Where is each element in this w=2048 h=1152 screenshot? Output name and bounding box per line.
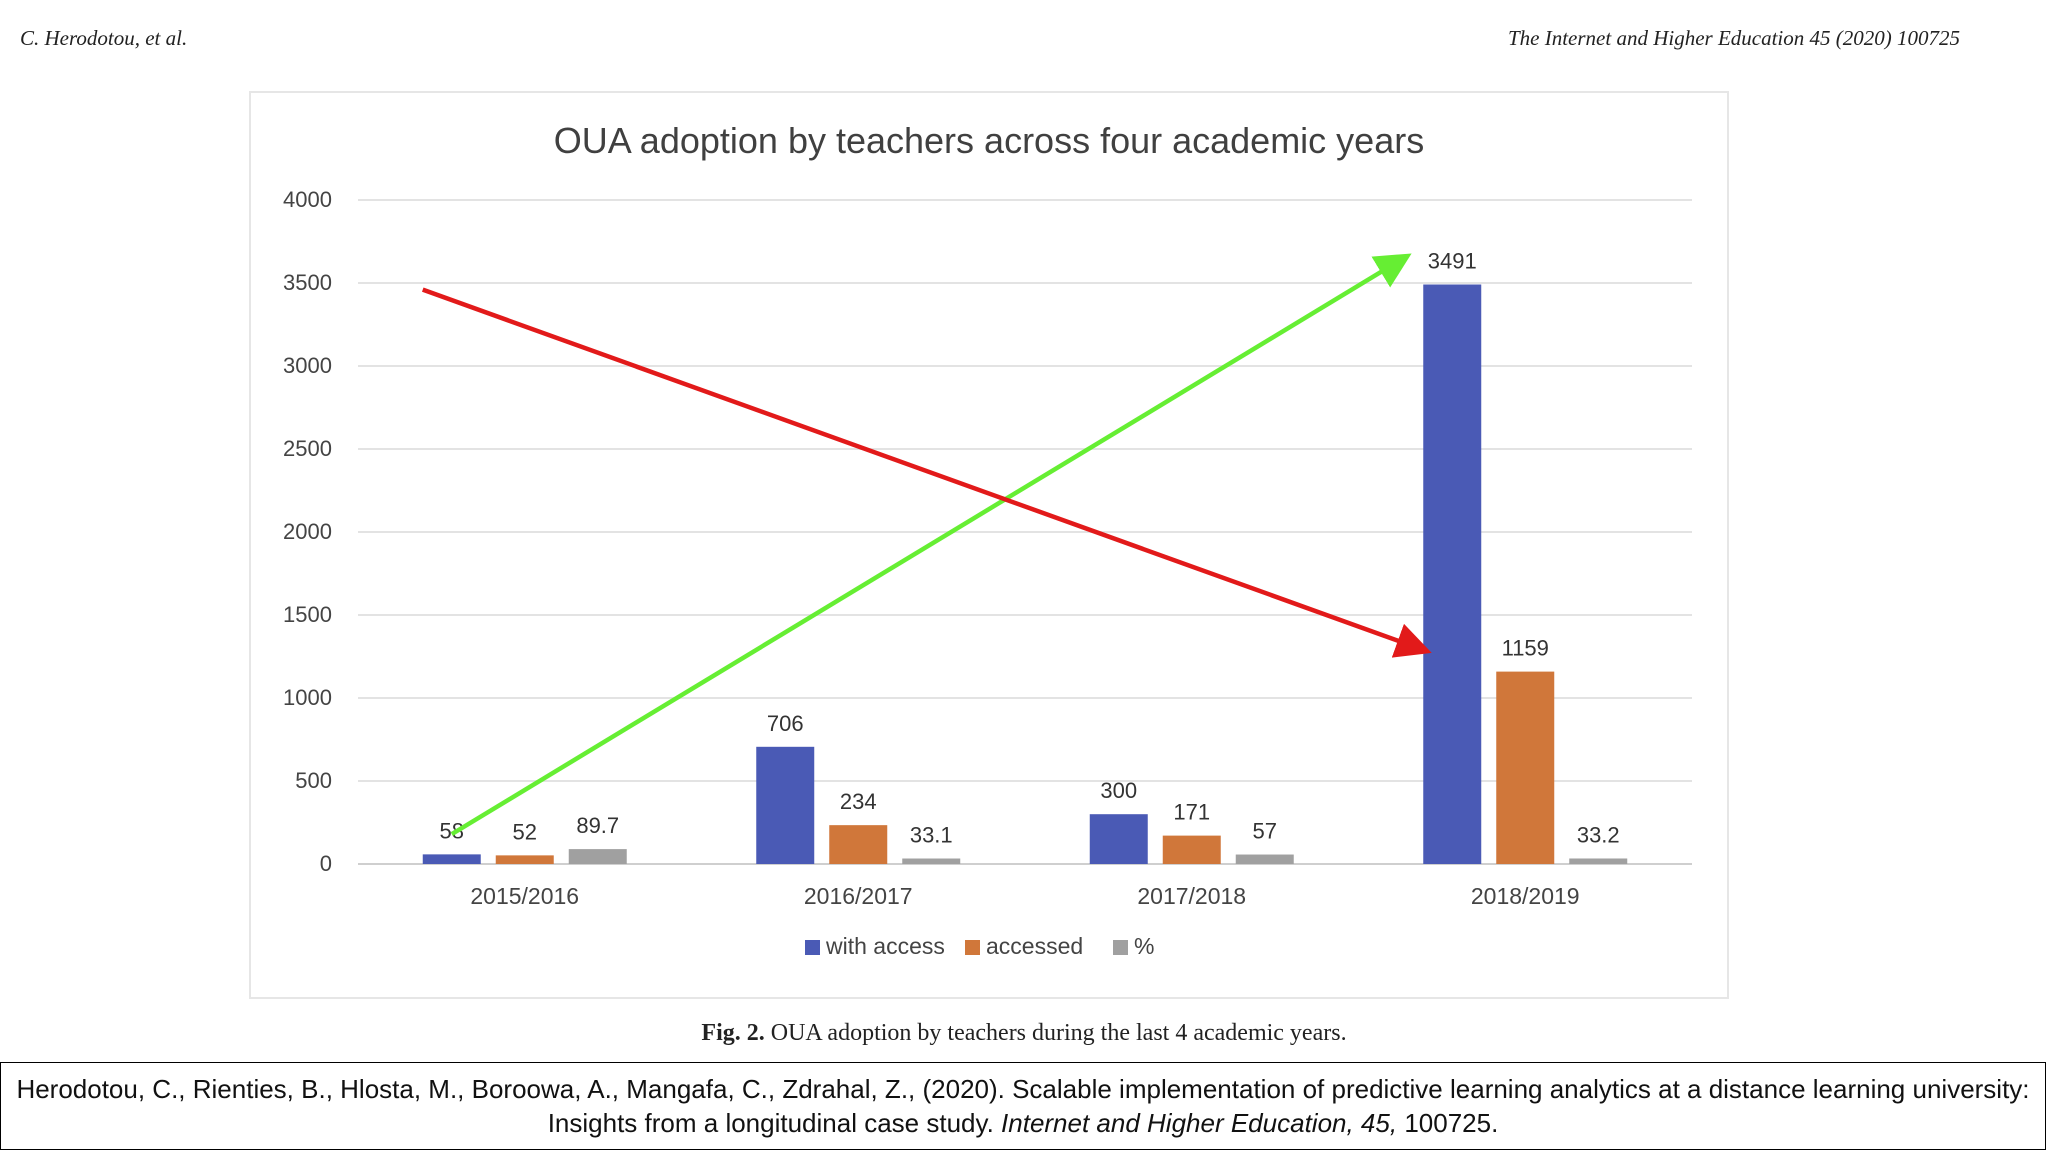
y-tick-label: 1000 — [283, 685, 332, 710]
y-tick-label: 3500 — [283, 270, 332, 295]
bars — [422, 284, 1628, 864]
data-label: 1159 — [1502, 636, 1549, 661]
running-header-journal: The Internet and Higher Education 45 (20… — [1507, 26, 1960, 50]
x-tick-label: 2018/2019 — [1471, 883, 1580, 909]
bar — [1496, 671, 1555, 864]
bar — [422, 854, 481, 864]
legend: with access accessed% — [805, 933, 1154, 959]
citation-main: Herodotou, C., Rienties, B., Hlosta, M.,… — [16, 1074, 2030, 1138]
annotation-arrows — [421, 253, 1432, 837]
y-tick-label: 4000 — [283, 187, 332, 212]
legend-label: accessed — [986, 933, 1083, 959]
citation-box: Herodotou, C., Rienties, B., Hlosta, M.,… — [0, 1062, 2046, 1150]
legend-swatch — [1113, 940, 1128, 955]
citation-journal: Internet and Higher Education, 45, — [1001, 1108, 1398, 1138]
y-tick-label: 2500 — [283, 436, 332, 461]
data-label: 234 — [840, 789, 877, 814]
x-tick-label: 2015/2016 — [470, 883, 579, 909]
data-label: 89.7 — [576, 813, 619, 838]
legend-label: % — [1134, 933, 1154, 959]
y-tick-label: 2000 — [283, 519, 332, 544]
green-arrow — [450, 253, 1412, 837]
y-axis-ticks: 0 500 1000 1500 2000 2500 3000 3500 4000 — [283, 187, 332, 876]
data-label: 300 — [1100, 778, 1137, 803]
bar — [495, 855, 554, 864]
y-tick-label: 500 — [295, 768, 332, 793]
x-tick-label: 2016/2017 — [804, 883, 913, 909]
data-label: 52 — [513, 819, 537, 844]
bar — [1235, 854, 1294, 864]
bar — [1162, 835, 1221, 864]
data-label: 171 — [1173, 800, 1210, 825]
citation-tail: 100725. — [1404, 1108, 1499, 1138]
figure-caption: Fig. 2. OUA adoption by teachers during … — [0, 1020, 2048, 1047]
legend-swatch — [805, 940, 820, 955]
bar — [902, 858, 961, 864]
x-axis-ticks: 2015/2016 2016/2017 2017/2018 2018/2019 — [470, 883, 1579, 909]
data-label: 33.1 — [910, 823, 953, 848]
bar — [756, 746, 815, 864]
figure-caption-text: OUA adoption by teachers during the last… — [770, 1020, 1347, 1046]
bar — [1423, 284, 1482, 864]
data-label: 3491 — [1428, 248, 1477, 273]
chart-frame — [249, 91, 1729, 999]
red-arrow — [421, 287, 1432, 658]
legend-label: with access — [825, 933, 945, 959]
figure-label: Fig. 2. — [701, 1020, 765, 1046]
bar — [568, 849, 627, 864]
running-header-authors: C. Herodotou, et al. — [20, 26, 188, 50]
data-label: 706 — [767, 711, 804, 736]
y-tick-label: 3000 — [283, 353, 332, 378]
chart-title: OUA adoption by teachers across four aca… — [554, 120, 1424, 161]
bar — [1089, 814, 1148, 864]
bar — [829, 825, 888, 864]
y-tick-label: 0 — [320, 851, 332, 876]
data-label: 33.2 — [1577, 822, 1620, 847]
data-label: 57 — [1253, 819, 1277, 844]
bar — [1569, 858, 1628, 864]
y-tick-label: 1500 — [283, 602, 332, 627]
x-tick-label: 2017/2018 — [1137, 883, 1246, 909]
legend-swatch — [965, 940, 980, 955]
